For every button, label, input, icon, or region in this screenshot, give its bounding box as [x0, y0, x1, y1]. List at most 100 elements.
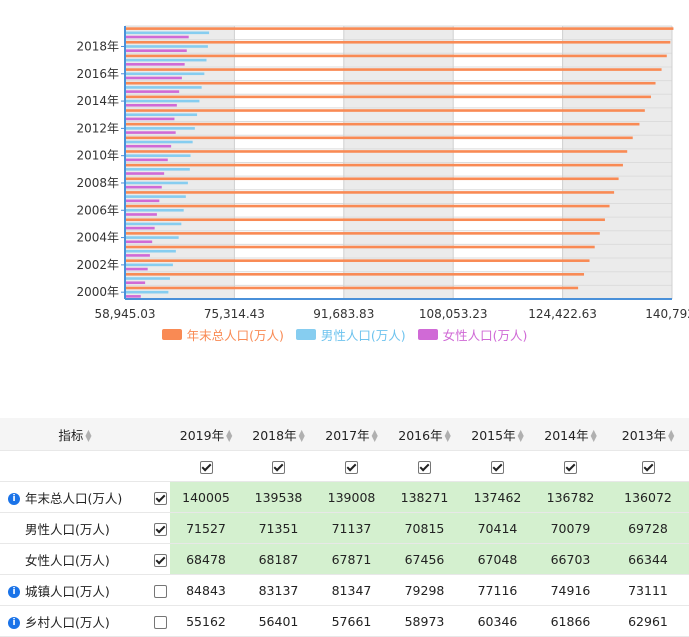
column-header-year[interactable]: 2015年 ▲ ▼ — [461, 418, 534, 451]
indicator-label: 城镇人口(万人) — [25, 583, 110, 599]
bar-female — [125, 240, 153, 244]
row-checkbox-cell[interactable] — [150, 543, 170, 575]
value-cell: 136782 — [534, 481, 607, 513]
row-checkbox[interactable] — [153, 522, 167, 536]
bar-total — [125, 204, 610, 208]
row-checkbox[interactable] — [153, 584, 167, 598]
bar-male — [125, 277, 170, 280]
bar-total — [125, 259, 590, 262]
bar-female — [125, 131, 176, 134]
bar-female — [125, 226, 155, 230]
bar-female — [125, 267, 148, 271]
row-checkbox[interactable] — [153, 491, 167, 505]
bar-female — [125, 158, 168, 162]
bar-female — [125, 281, 146, 285]
table-row: i 城镇人口(万人) 84843 83137 81347 79298 77116 74916 7… — [0, 574, 689, 606]
year-checkbox[interactable] — [272, 460, 285, 474]
legend-swatch-total — [161, 329, 182, 340]
row-checkbox[interactable] — [153, 615, 167, 629]
bar-total — [125, 95, 651, 99]
value-cell: 70079 — [534, 512, 607, 544]
bar-male — [125, 181, 188, 185]
x-tick-label: 75,314.43 — [204, 307, 265, 320]
bar-total — [125, 232, 600, 235]
row-checkbox-cell[interactable] — [150, 574, 170, 606]
table-header-row: 指标 ▲ ▼ 2019年 ▲ ▼ 2018年 ▲ ▼ 2017年 ▲ ▼ 2016年 ▲ ▼ 201… — [0, 418, 689, 451]
value-cell: 66344 — [607, 543, 689, 575]
bar-male — [125, 99, 200, 103]
value-cell: 77116 — [461, 574, 534, 606]
sort-icon[interactable]: ▲ ▼ — [668, 428, 675, 443]
indicator-label: 女性人口(万人) — [25, 552, 110, 568]
sort-icon[interactable]: ▲ ▼ — [85, 428, 92, 443]
value-cell: 139538 — [242, 481, 315, 513]
legend-item-female[interactable]: 女性人口(万人) — [417, 325, 527, 344]
year-checkbox[interactable] — [418, 460, 431, 474]
column-header-year[interactable]: 2017年 ▲ ▼ — [315, 418, 388, 451]
row-checkbox-cell[interactable] — [150, 481, 170, 513]
sort-icon[interactable]: ▲ ▼ — [298, 428, 305, 443]
column-header-year[interactable]: 2018年 ▲ ▼ — [242, 418, 315, 451]
year-checkbox[interactable] — [491, 460, 504, 474]
indicator-label: 年末总人口(万人) — [25, 490, 123, 506]
year-header-label: 2019年 — [179, 427, 225, 443]
y-tick-label: 2016年 — [76, 67, 119, 81]
indicator-label: 乡村人口(万人) — [25, 614, 110, 630]
row-checkbox-cell[interactable] — [150, 512, 170, 544]
bar-female — [125, 213, 157, 216]
column-header-indicator[interactable]: 指标 ▲ ▼ — [0, 418, 150, 451]
year-header-label: 2017年 — [325, 427, 370, 443]
table-row: 男性人口(万人) 71527 71351 71137 70815 70414 70079 69… — [0, 512, 689, 544]
value-cell: 74916 — [534, 574, 607, 606]
sort-icon[interactable]: ▲ ▼ — [226, 428, 233, 443]
bar-male — [125, 208, 184, 212]
sort-icon[interactable]: ▲ ▼ — [444, 428, 451, 443]
value-cell: 139008 — [315, 481, 388, 513]
y-tick-label: 2012年 — [76, 121, 119, 135]
y-tick-label: 2014年 — [76, 94, 119, 108]
row-checkbox[interactable] — [153, 553, 167, 567]
column-header-year[interactable]: 2019年 ▲ ▼ — [170, 418, 242, 451]
bar-total — [125, 136, 633, 140]
bar-male — [125, 236, 179, 239]
legend-item-male[interactable]: 男性人口(万人) — [295, 325, 406, 344]
bar-total — [125, 40, 671, 44]
chart-bars — [125, 27, 674, 298]
row-checkbox-cell[interactable] — [150, 605, 170, 637]
value-cell: 70414 — [461, 512, 534, 544]
value-cell: 83137 — [242, 574, 315, 606]
year-checkbox-row — [0, 450, 689, 482]
year-checkbox[interactable] — [641, 460, 655, 474]
bar-total — [125, 286, 579, 290]
year-checkbox[interactable] — [199, 460, 213, 474]
column-header-year[interactable]: 2013年 ▲ ▼ — [607, 418, 689, 451]
sort-icon[interactable]: ▲ ▼ — [517, 428, 524, 443]
x-tick-label: 124,422.63 — [528, 307, 597, 320]
value-cell: 79298 — [388, 574, 461, 606]
legend-label-male: 男性人口(万人) — [320, 328, 406, 343]
bar-total — [125, 81, 656, 85]
year-checkbox[interactable] — [564, 460, 577, 474]
sort-icon[interactable]: ▲ ▼ — [590, 428, 597, 443]
population-bar-chart: 2000年 2002年 2004年 2006年 2008年 2010年 2012年 2014年… — [76, 25, 689, 320]
value-cell: 84843 — [170, 574, 242, 606]
y-tick-label: 2018年 — [76, 39, 119, 53]
legend-swatch-female — [417, 329, 438, 340]
year-checkbox[interactable] — [345, 460, 358, 474]
bar-female — [125, 90, 180, 93]
y-tick-label: 2010年 — [76, 149, 119, 163]
bar-male — [125, 86, 202, 89]
column-header-year[interactable]: 2016年 ▲ ▼ — [388, 418, 461, 451]
value-cell: 140005 — [170, 481, 242, 513]
column-header-year[interactable]: 2014年 ▲ ▼ — [534, 418, 607, 451]
chart-legend[interactable]: 年末总人口(万人) 男性人口(万人) 女性人口(万人) — [0, 325, 689, 344]
info-icon[interactable]: i — [8, 586, 20, 598]
bar-male — [125, 290, 169, 294]
info-icon[interactable]: i — [8, 493, 20, 505]
bar-female — [125, 295, 141, 298]
sort-icon[interactable]: ▲ ▼ — [371, 428, 378, 443]
bar-female — [125, 76, 182, 80]
legend-item-total[interactable]: 年末总人口(万人) — [161, 325, 284, 344]
bar-total — [125, 273, 585, 276]
info-icon[interactable]: i — [8, 617, 20, 629]
